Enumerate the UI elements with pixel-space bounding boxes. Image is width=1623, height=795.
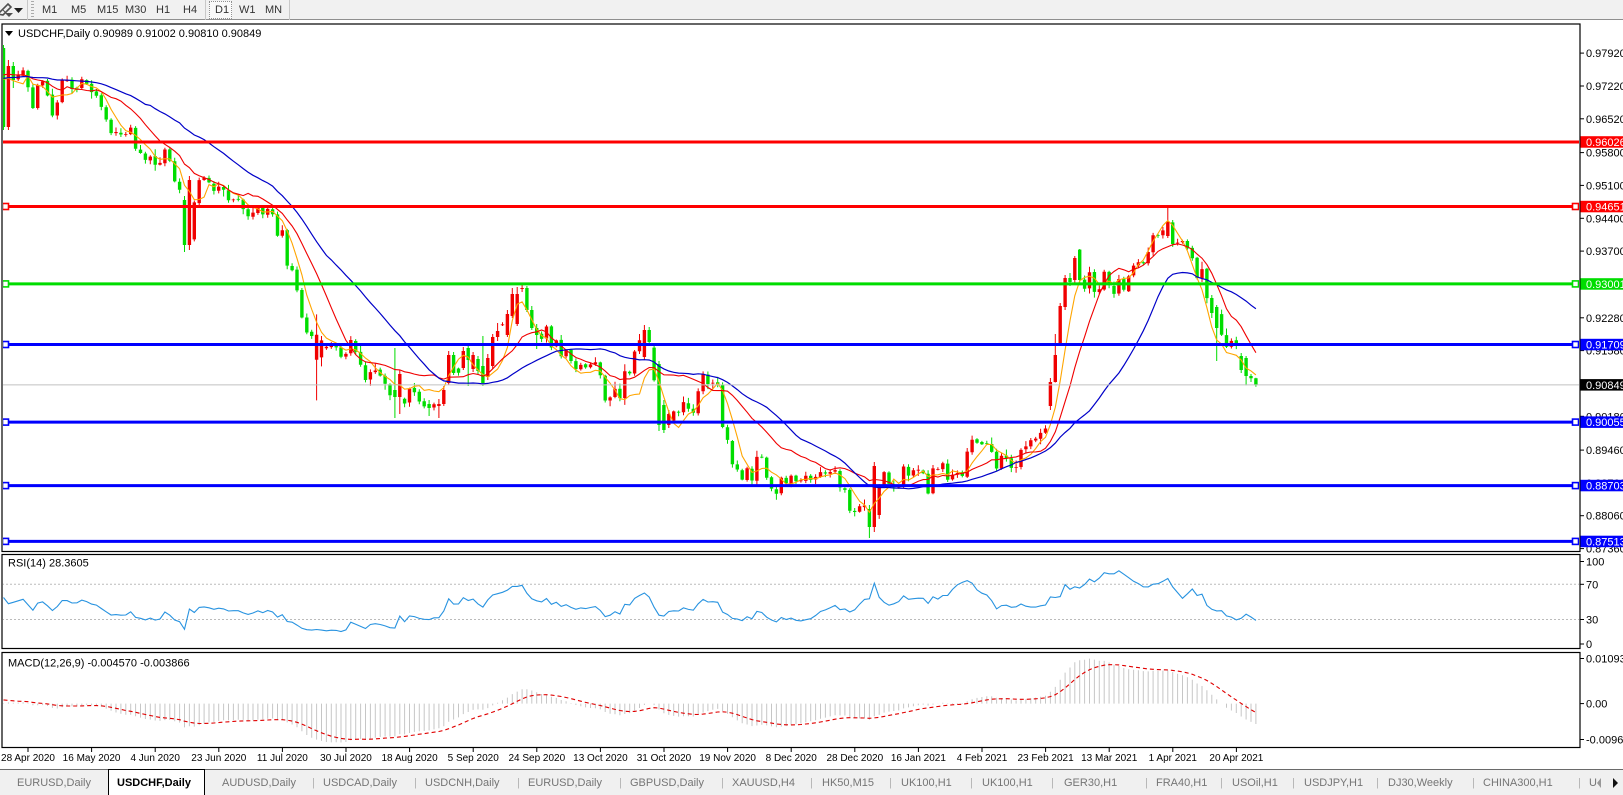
svg-text:0.93001: 0.93001 [1586, 279, 1623, 291]
svg-text:16 May 2020: 16 May 2020 [63, 753, 121, 764]
svg-text:23 Feb 2021: 23 Feb 2021 [1018, 753, 1075, 764]
svg-text:30: 30 [1586, 615, 1598, 627]
svg-text:5 Sep 2020: 5 Sep 2020 [448, 753, 500, 764]
svg-text:0.87513: 0.87513 [1586, 536, 1623, 548]
svg-text:13 Oct 2020: 13 Oct 2020 [573, 753, 628, 764]
svg-text:0.94651: 0.94651 [1586, 202, 1623, 214]
svg-text:0.010933: 0.010933 [1586, 654, 1623, 666]
svg-text:-0.009653: -0.009653 [1586, 735, 1623, 747]
svg-text:0.96520: 0.96520 [1586, 114, 1623, 126]
svg-text:0.90849: 0.90849 [1586, 380, 1623, 392]
svg-text:0: 0 [1586, 639, 1592, 651]
svg-text:4 Feb 2021: 4 Feb 2021 [957, 753, 1008, 764]
svg-text:0.95100: 0.95100 [1586, 180, 1623, 192]
svg-text:0.92280: 0.92280 [1586, 313, 1623, 325]
svg-text:19 Nov 2020: 19 Nov 2020 [699, 753, 756, 764]
svg-text:0.00: 0.00 [1586, 699, 1607, 711]
svg-text:16 Jan 2021: 16 Jan 2021 [891, 753, 946, 764]
svg-text:USDCHF,Daily 0.90989 0.91002: USDCHF,Daily 0.90989 0.91002 0.90810 0.9… [18, 28, 261, 40]
svg-text:70: 70 [1586, 579, 1598, 591]
svg-text:0.88060: 0.88060 [1586, 511, 1623, 523]
svg-text:11 Jul 2020: 11 Jul 2020 [257, 753, 308, 764]
svg-text:0.97920: 0.97920 [1586, 48, 1623, 60]
svg-text:0.94400: 0.94400 [1586, 213, 1623, 225]
svg-text:MACD(12,26,9) -0.004570 -0.003: MACD(12,26,9) -0.004570 -0.003866 [8, 658, 190, 670]
svg-text:0.95800: 0.95800 [1586, 148, 1623, 160]
svg-text:0.89460: 0.89460 [1586, 445, 1623, 457]
svg-text:4 Jun 2020: 4 Jun 2020 [130, 753, 180, 764]
svg-text:0.93700: 0.93700 [1586, 246, 1623, 258]
svg-text:20 Apr 2021: 20 Apr 2021 [1209, 753, 1263, 764]
svg-text:0.90055: 0.90055 [1586, 417, 1623, 429]
svg-text:1 Apr 2021: 1 Apr 2021 [1149, 753, 1198, 764]
svg-text:100: 100 [1586, 557, 1604, 569]
svg-text:0.96026: 0.96026 [1586, 137, 1623, 149]
svg-text:RSI(14) 28.3605: RSI(14) 28.3605 [8, 558, 89, 570]
svg-text:28 Dec 2020: 28 Dec 2020 [826, 753, 883, 764]
svg-text:13 Mar 2021: 13 Mar 2021 [1081, 753, 1138, 764]
svg-text:28 Apr 2020: 28 Apr 2020 [1, 753, 55, 764]
svg-text:31 Oct 2020: 31 Oct 2020 [637, 753, 692, 764]
svg-text:24 Sep 2020: 24 Sep 2020 [508, 753, 565, 764]
svg-text:30 Jul 2020: 30 Jul 2020 [320, 753, 372, 764]
svg-text:18 Aug 2020: 18 Aug 2020 [382, 753, 439, 764]
svg-text:0.88703: 0.88703 [1586, 481, 1623, 493]
svg-text:0.91709: 0.91709 [1586, 340, 1623, 352]
svg-text:0.97220: 0.97220 [1586, 81, 1623, 93]
svg-text:23 Jun 2020: 23 Jun 2020 [191, 753, 246, 764]
svg-text:8 Dec 2020: 8 Dec 2020 [766, 753, 818, 764]
